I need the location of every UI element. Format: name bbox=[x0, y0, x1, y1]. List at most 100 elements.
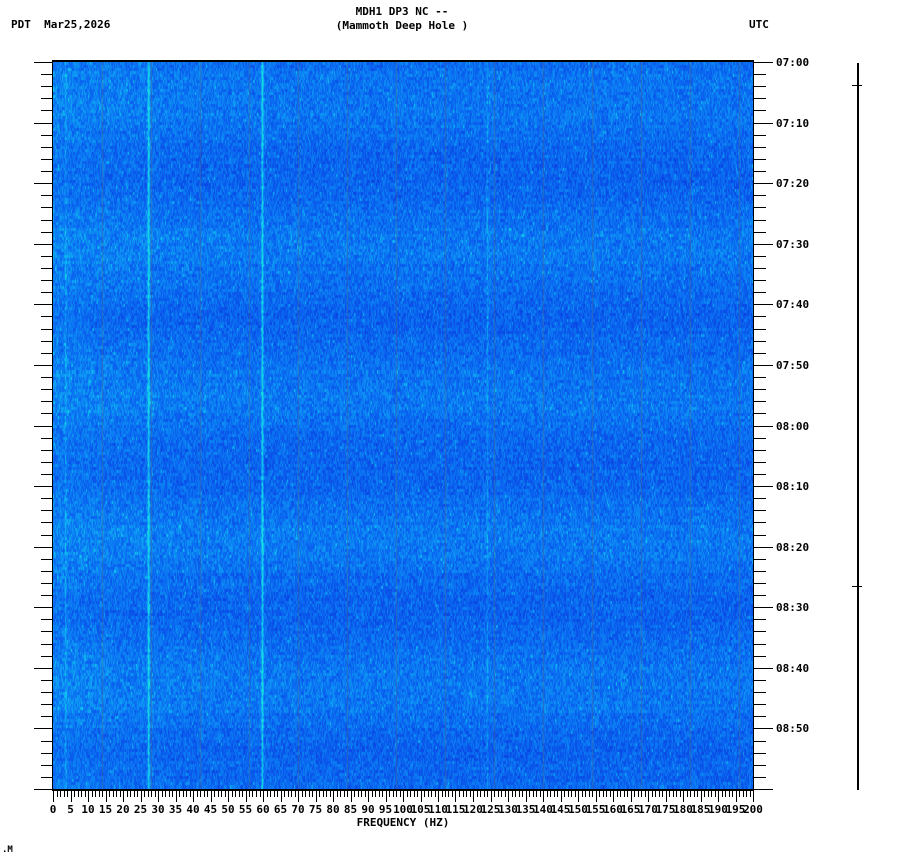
y-left-tick-minor bbox=[41, 171, 53, 172]
x-tick-minor bbox=[571, 791, 572, 797]
y-left-tick-major bbox=[34, 426, 53, 427]
y-left-tick-minor bbox=[41, 353, 53, 354]
x-tick-minor bbox=[704, 791, 705, 797]
x-tick-minor bbox=[533, 791, 534, 797]
x-tick-major bbox=[683, 791, 684, 802]
y-left-tick-minor bbox=[41, 159, 53, 160]
x-tick-minor bbox=[617, 791, 618, 797]
x-tick-minor bbox=[715, 791, 716, 797]
x-tick-label: 150 bbox=[568, 803, 588, 816]
y-left-tick-minor bbox=[41, 510, 53, 511]
y-left-tick-minor bbox=[41, 644, 53, 645]
y-right-tick-minor bbox=[754, 522, 766, 523]
y-right-tick-minor bbox=[754, 147, 766, 148]
y-left-tick-minor bbox=[41, 341, 53, 342]
x-tick-major bbox=[473, 791, 474, 802]
x-tick-minor bbox=[207, 791, 208, 797]
x-tick-minor bbox=[57, 791, 58, 797]
x-tick-major bbox=[316, 791, 317, 802]
x-tick-minor bbox=[417, 791, 418, 797]
x-tick-minor bbox=[725, 791, 726, 797]
x-tick-label: 35 bbox=[168, 803, 183, 816]
y-left-tick-minor bbox=[41, 498, 53, 499]
x-tick-major bbox=[455, 791, 456, 802]
x-tick-minor bbox=[732, 791, 733, 797]
x-tick-label: 95 bbox=[378, 803, 393, 816]
x-tick-minor bbox=[641, 791, 642, 797]
y-left-tick-minor bbox=[41, 462, 53, 463]
x-tick-minor bbox=[477, 791, 478, 797]
y-right-tick-minor bbox=[754, 220, 766, 221]
x-tick-minor bbox=[606, 791, 607, 797]
x-tick-minor bbox=[379, 791, 380, 797]
x-tick-minor bbox=[326, 791, 327, 797]
x-tick-minor bbox=[358, 791, 359, 797]
x-tick-minor bbox=[190, 791, 191, 797]
x-tick-minor bbox=[127, 791, 128, 797]
y-right-tick-minor bbox=[754, 559, 766, 560]
timezone-right-label: UTC bbox=[749, 18, 769, 31]
x-tick-label: 110 bbox=[428, 803, 448, 816]
y-right-tick-major bbox=[754, 789, 773, 790]
x-tick-minor bbox=[554, 791, 555, 797]
x-tick-minor bbox=[109, 791, 110, 797]
x-tick-label: 90 bbox=[361, 803, 375, 816]
x-tick-minor bbox=[92, 791, 93, 797]
x-tick-label: 160 bbox=[603, 803, 623, 816]
y-right-tick-major bbox=[754, 365, 773, 366]
y-right-tick-label: 07:20 bbox=[776, 177, 810, 191]
x-tick-minor bbox=[393, 791, 394, 797]
x-tick-major bbox=[263, 791, 264, 802]
y-right-tick-minor bbox=[754, 753, 766, 754]
x-tick-minor bbox=[743, 791, 744, 797]
x-tick-minor bbox=[501, 791, 502, 797]
y-right-tick-minor bbox=[754, 631, 766, 632]
x-tick-major bbox=[53, 791, 54, 802]
y-right-tick-minor bbox=[754, 595, 766, 596]
x-tick-minor bbox=[582, 791, 583, 797]
y-left-tick-minor bbox=[41, 741, 53, 742]
y-right-tick-minor bbox=[754, 195, 766, 196]
x-tick-major bbox=[438, 791, 439, 802]
x-tick-minor bbox=[344, 791, 345, 797]
y-left-tick-major bbox=[34, 789, 53, 790]
y-left-tick-minor bbox=[41, 619, 53, 620]
x-tick-minor bbox=[638, 791, 639, 797]
x-tick-minor bbox=[74, 791, 75, 797]
y-right-tick-minor bbox=[754, 292, 766, 293]
y-left-tick-major bbox=[34, 547, 53, 548]
x-tick-label: 55 bbox=[238, 803, 253, 816]
x-tick-minor bbox=[347, 791, 348, 797]
x-tick-label: 15 bbox=[98, 803, 113, 816]
y-right-tick-minor bbox=[754, 329, 766, 330]
x-tick-label: 130 bbox=[498, 803, 518, 816]
x-tick-major bbox=[578, 791, 579, 802]
scale-bar bbox=[857, 63, 859, 790]
y-right-tick-major bbox=[754, 728, 773, 729]
x-tick-minor bbox=[382, 791, 383, 797]
x-tick-minor bbox=[519, 791, 520, 797]
x-tick-minor bbox=[459, 791, 460, 797]
y-right-tick-major bbox=[754, 668, 773, 669]
spectrogram-plot[interactable] bbox=[53, 62, 753, 789]
x-tick-label: 155 bbox=[585, 803, 606, 816]
y-left-tick-minor bbox=[41, 522, 53, 523]
y-right-tick-minor bbox=[754, 619, 766, 620]
y-right-tick-major bbox=[754, 304, 773, 305]
x-tick-minor bbox=[603, 791, 604, 797]
x-tick-minor bbox=[165, 791, 166, 797]
x-tick-minor bbox=[655, 791, 656, 797]
y-left-tick-major bbox=[34, 183, 53, 184]
y-right-tick-minor bbox=[754, 510, 766, 511]
x-tick-minor bbox=[144, 791, 145, 797]
y-left-tick-major bbox=[34, 244, 53, 245]
x-tick-minor bbox=[218, 791, 219, 797]
y-left-tick-minor bbox=[41, 765, 53, 766]
x-tick-minor bbox=[361, 791, 362, 797]
y-right-tick-minor bbox=[754, 159, 766, 160]
spectrogram-canvas[interactable] bbox=[53, 62, 753, 789]
y-left-tick-minor bbox=[41, 207, 53, 208]
x-tick-minor bbox=[466, 791, 467, 797]
x-tick-minor bbox=[221, 791, 222, 797]
